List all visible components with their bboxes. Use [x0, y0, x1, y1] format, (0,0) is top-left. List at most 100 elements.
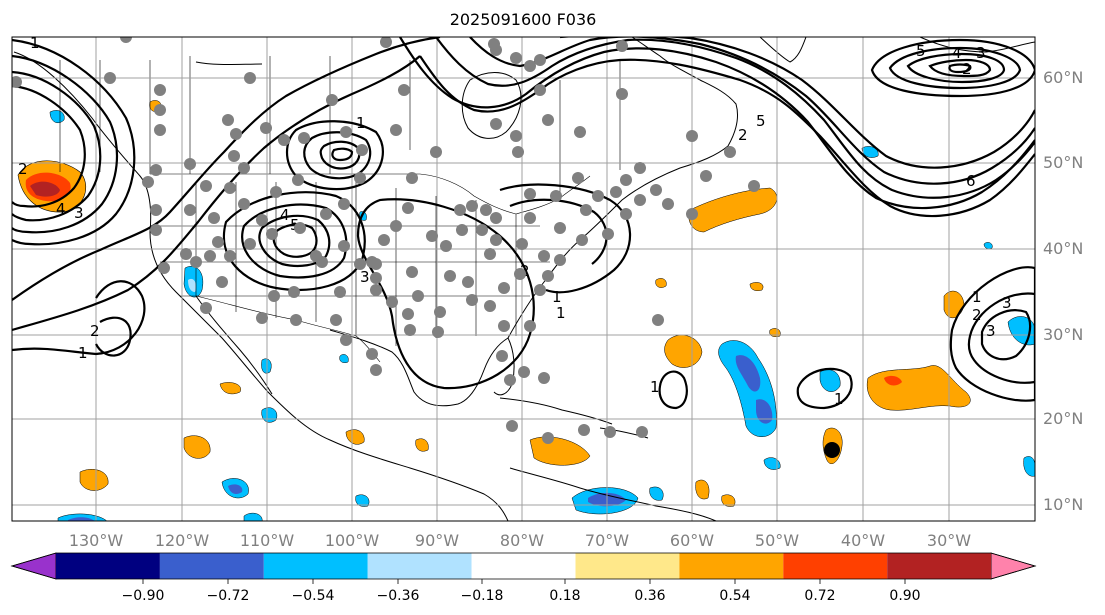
shade-neg	[983, 242, 993, 250]
lon-tick-label: 40°W	[841, 531, 885, 550]
station-marker	[326, 94, 338, 106]
station-marker	[538, 372, 550, 384]
shade-neg	[228, 484, 243, 494]
station-marker	[292, 174, 304, 186]
station-marker	[490, 234, 502, 246]
station-marker	[390, 220, 402, 232]
station-marker	[290, 314, 302, 326]
contour-labels: 1 1 2 2 2 3 3 4 5 5 6 4 3 2 1 1 1 2 3 1 …	[18, 37, 1012, 408]
station-marker	[238, 198, 250, 210]
contour-label: 2	[738, 126, 748, 144]
station-marker	[636, 426, 648, 438]
contour-line	[928, 58, 992, 78]
station-marker	[338, 240, 350, 252]
contour-line	[870, 38, 1035, 98]
station-marker	[222, 114, 234, 126]
shade-pos	[183, 435, 211, 459]
station-marker	[212, 236, 224, 248]
station-markers	[12, 37, 760, 444]
colorbar-ticks	[142, 579, 906, 584]
shade-neg	[261, 358, 272, 374]
station-marker	[180, 248, 192, 260]
station-marker	[512, 146, 524, 158]
map-content: 1 1 2 2 2 3 3 4 5 5 6 4 3 2 1 1 1 2 3 1 …	[12, 37, 1035, 521]
station-marker	[380, 37, 392, 48]
station-marker	[386, 296, 398, 308]
station-marker	[298, 132, 310, 144]
station-marker	[576, 234, 588, 246]
colorbar-bin	[56, 553, 160, 579]
contour-line	[12, 37, 441, 301]
station-marker	[434, 306, 446, 318]
station-marker	[616, 40, 628, 52]
station-marker	[224, 182, 236, 194]
lon-tick-label: 60°W	[670, 531, 714, 550]
shade-pos	[30, 181, 60, 197]
shade-pos	[884, 375, 902, 386]
station-marker	[476, 224, 488, 236]
station-marker	[390, 124, 402, 136]
station-marker	[256, 312, 268, 324]
colorbar-tick-label: 0.72	[804, 588, 835, 604]
contour-line	[948, 63, 972, 74]
colorbar-tick-label: −0.36	[377, 588, 420, 604]
lon-tick-label: 80°W	[500, 531, 544, 550]
colorbar-bin	[159, 553, 264, 579]
station-marker	[490, 118, 502, 130]
colorbar-tick-label: 0.90	[889, 588, 920, 604]
station-marker	[602, 228, 614, 240]
contour-label: 2	[972, 306, 982, 324]
colorbar-under-triangle	[10, 552, 57, 580]
contour-line	[12, 54, 119, 234]
contour-line	[12, 70, 102, 222]
colorbar-bin	[783, 553, 888, 579]
station-marker	[498, 320, 510, 332]
station-marker	[330, 314, 342, 326]
station-marker	[650, 184, 662, 196]
station-marker	[662, 198, 674, 210]
station-marker	[150, 204, 162, 216]
station-marker	[534, 84, 546, 96]
shade-neg	[649, 486, 664, 501]
station-marker	[524, 60, 536, 72]
contour-label: 2	[18, 160, 28, 178]
station-marker	[150, 224, 162, 236]
station-marker	[334, 286, 346, 298]
contour-line	[12, 84, 86, 208]
station-marker	[466, 200, 478, 212]
station-marker	[484, 300, 496, 312]
station-marker	[142, 176, 154, 188]
contour-line	[499, 183, 632, 294]
station-marker	[316, 256, 328, 268]
contour-line	[509, 198, 608, 265]
storm-center-marker	[824, 442, 840, 458]
shade-pos	[721, 494, 736, 507]
station-marker	[270, 186, 282, 198]
station-marker	[542, 432, 554, 444]
station-marker	[510, 52, 522, 64]
lat-tick-label: 20°N	[1043, 409, 1083, 428]
station-marker	[158, 262, 170, 274]
contour-line	[12, 280, 146, 356]
contour-label: 1	[356, 114, 366, 132]
shade-pos	[79, 469, 109, 491]
station-marker	[354, 258, 366, 270]
station-marker	[402, 202, 414, 214]
station-marker	[686, 208, 698, 220]
lat-tick-label: 40°N	[1043, 239, 1083, 258]
lon-tick-label: 110°W	[240, 531, 295, 550]
station-marker	[154, 84, 166, 96]
station-marker	[604, 426, 616, 438]
colorbar: −0.90 −0.72 −0.54 −0.36 −0.18 0.18 0.36 …	[10, 552, 1037, 604]
station-marker	[466, 294, 478, 306]
shade-pos	[695, 479, 710, 500]
contour-line	[331, 147, 354, 162]
shade-pos	[688, 187, 778, 233]
station-marker	[104, 72, 116, 84]
station-marker	[686, 130, 698, 142]
station-marker	[440, 240, 452, 252]
station-marker	[224, 250, 236, 262]
station-marker	[480, 204, 492, 216]
contour-line	[241, 203, 348, 279]
